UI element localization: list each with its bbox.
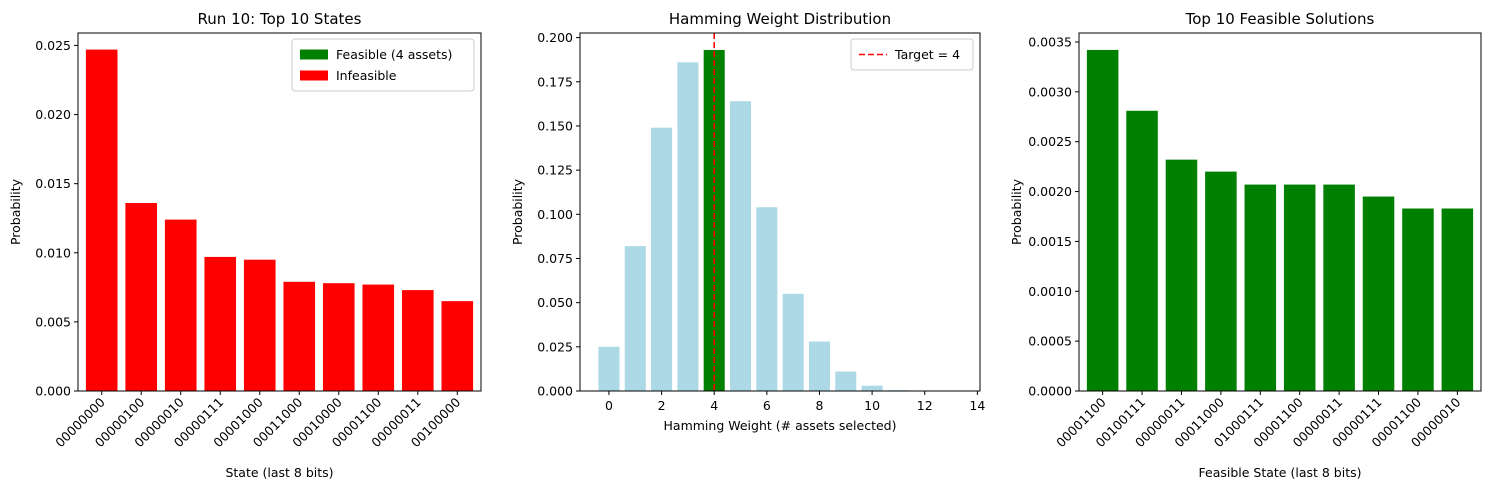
y-tick-label: 0.0010 — [1028, 284, 1072, 299]
x-tick-label: 2 — [658, 398, 666, 413]
y-tick-label: 0.0035 — [1028, 34, 1072, 49]
bar-3 — [204, 256, 237, 391]
legend-box — [291, 38, 475, 92]
y-tick-label: 0.020 — [35, 107, 71, 122]
y-tick-label: 0.0000 — [1028, 384, 1072, 399]
bar-7 — [362, 284, 395, 391]
x-tick-label: 10 — [864, 398, 880, 413]
bar-4 — [703, 49, 725, 392]
chart-title: Hamming Weight Distribution — [669, 10, 891, 28]
plot-frame — [1078, 32, 1482, 392]
bar-5 — [730, 101, 752, 392]
legend: Feasible (4 assets) Infeasible — [291, 38, 475, 92]
bar-2 — [651, 127, 673, 392]
x-axis-label: Hamming Weight (# assets selected) — [664, 418, 897, 433]
y-tick-label: 0.050 — [537, 295, 573, 310]
bar-9 — [1441, 208, 1474, 391]
bar-6 — [322, 283, 355, 391]
bar-1 — [1126, 110, 1158, 391]
legend-box — [850, 38, 974, 71]
chart-3: 0.0000 0.0005 0.0010 0.0015 0.0020 0.0025 0.00… — [1009, 10, 1482, 480]
y-tick-label: 0.0030 — [1028, 84, 1072, 99]
bar-0 — [1086, 49, 1119, 391]
bar-0 — [598, 346, 620, 391]
bar-8 — [401, 290, 434, 391]
plot-frame — [77, 32, 482, 392]
y-tick-label: 0.200 — [537, 30, 573, 45]
bar-7 — [782, 293, 804, 391]
y-tick-label: 0.0005 — [1028, 334, 1072, 349]
x-tick-label: 4 — [710, 398, 718, 413]
x-tick-label: 8 — [815, 398, 823, 413]
legend-label: Feasible (4 assets) — [336, 47, 452, 62]
y-axis-label: Probability — [1009, 178, 1024, 245]
bar-8 — [1402, 208, 1434, 391]
bar-9 — [441, 301, 474, 391]
bar-3 — [1205, 171, 1237, 391]
chart-1: 0.0000.0050.0100.0150.0200.0250000000000… — [8, 10, 482, 480]
chart-title: Top 10 Feasible Solutions — [1185, 10, 1375, 28]
chart-2: 0.000 0.025 0.050 0.075 0.100 0.125 0.150 0.175… — [510, 10, 985, 433]
legend-swatch — [300, 49, 328, 60]
bar-4 — [243, 259, 276, 391]
y-tick-label: 0.0025 — [1028, 134, 1072, 149]
bar-3 — [677, 62, 699, 391]
bar-2 — [1165, 159, 1198, 391]
y-tick-label: 0.075 — [537, 251, 573, 266]
y-tick-label: 0.175 — [537, 74, 573, 89]
chart-title: Run 10: Top 10 States — [198, 10, 362, 28]
bar-5 — [283, 281, 316, 391]
legend: Target = 4 — [850, 38, 974, 71]
y-axis-label: Probability — [510, 178, 525, 245]
x-tick-label: 0 — [605, 398, 613, 413]
legend-label: Target = 4 — [894, 47, 960, 62]
legend-swatch — [300, 70, 328, 81]
bar-6 — [1323, 184, 1355, 391]
y-tick-label: 0.000 — [537, 384, 573, 399]
bar-7 — [1362, 196, 1395, 391]
bar-6 — [756, 207, 778, 391]
bar-9 — [835, 371, 857, 391]
y-tick-label: 0.025 — [537, 339, 573, 354]
x-tick-label: 14 — [969, 398, 985, 413]
x-axis-label: State (last 8 bits) — [225, 465, 333, 480]
y-axis-label: Probability — [8, 178, 23, 245]
bar-1 — [624, 246, 646, 391]
plot-frame — [579, 32, 981, 392]
bar-2 — [164, 219, 197, 391]
bar-5 — [1283, 184, 1316, 391]
y-tick-label: 0.000 — [35, 384, 71, 399]
y-tick-label: 0.015 — [35, 176, 71, 191]
y-tick-label: 0.025 — [35, 38, 71, 53]
bar-10 — [861, 385, 883, 391]
y-tick-label: 0.0020 — [1028, 184, 1072, 199]
y-tick-label: 0.150 — [537, 118, 573, 133]
legend-label: Infeasible — [336, 68, 397, 83]
x-tick-label: 6 — [763, 398, 771, 413]
y-tick-label: 0.005 — [35, 314, 71, 329]
bar-1 — [125, 203, 158, 391]
y-tick-label: 0.010 — [35, 245, 71, 260]
y-tick-label: 0.0015 — [1028, 234, 1072, 249]
x-axis-label: Feasible State (last 8 bits) — [1199, 465, 1362, 480]
x-tick-label: 12 — [917, 398, 933, 413]
y-tick-label: 0.125 — [537, 163, 573, 178]
bar-4 — [1244, 184, 1277, 391]
bar-0 — [85, 49, 118, 392]
bar-8 — [808, 341, 830, 391]
y-tick-label: 0.100 — [537, 207, 573, 222]
